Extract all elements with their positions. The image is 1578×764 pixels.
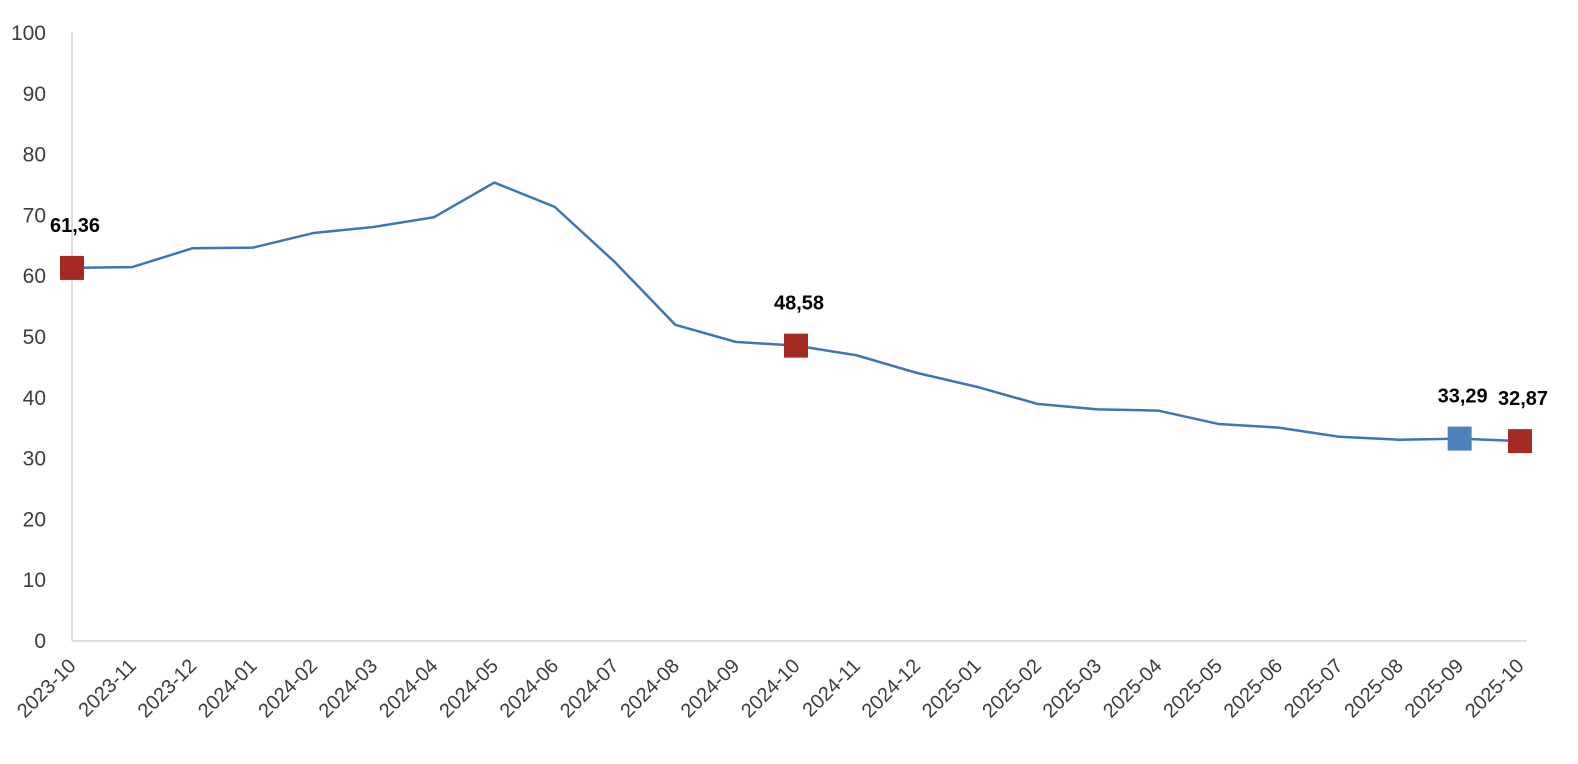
marker-2025-10 bbox=[1508, 429, 1532, 454]
x-axis-tick-label: 2025-10 bbox=[1461, 655, 1528, 722]
x-axis-tick-label: 2024-04 bbox=[375, 655, 442, 722]
y-axis-tick-label: 50 bbox=[23, 326, 46, 349]
x-axis-tick-label: 2024-03 bbox=[315, 655, 382, 722]
y-axis-tick-label: 90 bbox=[23, 83, 46, 106]
y-axis-tick-label: 100 bbox=[11, 22, 46, 45]
y-axis-tick-label: 70 bbox=[23, 204, 46, 227]
x-axis-tick-label: 2024-10 bbox=[737, 655, 804, 722]
x-axis-tick-label: 2025-03 bbox=[1039, 655, 1106, 722]
x-axis-tick-label: 2024-12 bbox=[858, 655, 925, 722]
x-axis-tick-label: 2024-09 bbox=[677, 655, 744, 722]
marker-2023-10 bbox=[60, 255, 84, 280]
marker-2024-10 bbox=[784, 333, 808, 358]
x-axis-tick-label: 2024-07 bbox=[556, 655, 623, 722]
marker-2025-09 bbox=[1447, 426, 1472, 451]
x-axis-tick-label: 2023-12 bbox=[134, 655, 201, 722]
x-axis-tick-label: 2025-05 bbox=[1159, 655, 1226, 722]
y-axis-tick-label: 10 bbox=[23, 569, 46, 592]
x-axis-tick-label: 2025-04 bbox=[1099, 655, 1166, 722]
x-axis-tick-label: 2024-02 bbox=[254, 655, 321, 722]
x-axis-tick-label: 2025-06 bbox=[1220, 655, 1287, 722]
x-axis-tick-label: 2023-11 bbox=[74, 655, 140, 721]
x-axis-tick-label: 2023-10 bbox=[13, 655, 80, 722]
x-axis-tick-label: 2025-01 bbox=[918, 655, 985, 722]
y-axis-tick-label: 0 bbox=[34, 630, 46, 653]
y-axis-tick-label: 80 bbox=[23, 144, 46, 167]
x-axis-tick-label: 2024-05 bbox=[435, 655, 502, 722]
point-label-2024-10: 48,58 bbox=[774, 293, 824, 315]
y-axis-tick-label: 30 bbox=[23, 448, 46, 471]
x-axis-tick-label: 2024-06 bbox=[496, 655, 563, 722]
y-axis-tick-label: 20 bbox=[23, 508, 46, 531]
point-label-2025-10: 32,87 bbox=[1498, 388, 1548, 410]
x-axis-tick-label: 2025-09 bbox=[1401, 655, 1468, 722]
y-axis-tick-label: 40 bbox=[23, 387, 46, 410]
x-axis-tick-label: 2025-02 bbox=[978, 655, 1045, 722]
point-label-2025-09: 33,29 bbox=[1438, 386, 1488, 408]
x-axis-tick-label: 2025-08 bbox=[1340, 655, 1407, 722]
point-label-2023-10: 61,36 bbox=[50, 215, 100, 237]
x-axis-tick-label: 2024-08 bbox=[616, 655, 683, 722]
y-axis-tick-label: 60 bbox=[23, 265, 46, 288]
x-axis-tick-label: 2024-11 bbox=[798, 655, 864, 721]
x-axis-tick-label: 2024-01 bbox=[194, 655, 261, 722]
x-axis-tick-label: 2025-07 bbox=[1280, 655, 1347, 722]
